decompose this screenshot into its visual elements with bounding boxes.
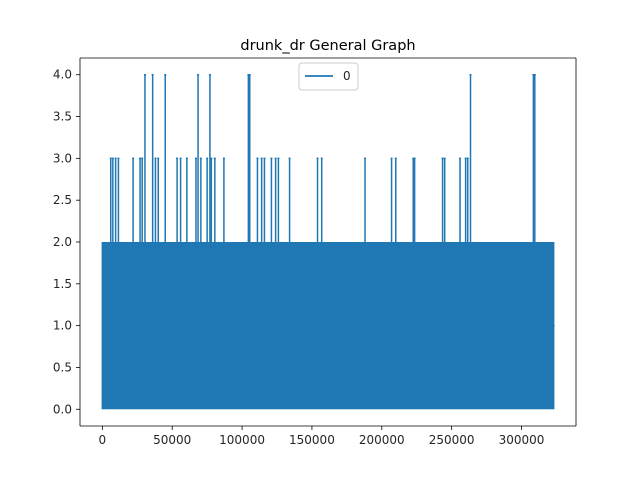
legend: 0 [298, 62, 359, 91]
x-tick-label: 100000 [219, 433, 265, 447]
legend-label: 0 [343, 69, 351, 83]
y-tick-label: 3.0 [53, 151, 72, 165]
y-tick-label: 0.0 [53, 402, 72, 416]
x-tick-label: 300000 [499, 433, 545, 447]
y-tick-label: 3.5 [53, 110, 72, 124]
x-tick-label: 200000 [359, 433, 405, 447]
x-tick-label: 250000 [429, 433, 475, 447]
y-tick-label: 2.5 [53, 193, 72, 207]
x-tick-label: 50000 [153, 433, 191, 447]
y-tick-label: 4.0 [53, 68, 72, 82]
plot-area [101, 73, 555, 410]
chart-title: drunk_dr General Graph [240, 38, 415, 54]
y-tick-label: 2.0 [53, 235, 72, 249]
x-tick-label: 0 [99, 433, 107, 447]
series-band-0 [102, 242, 554, 410]
y-tick-label: 1.5 [53, 277, 72, 291]
axes: 0 50000 100000 150000 200000 250000 300000 0.0 0… [53, 57, 577, 447]
y-tick-label: 1.0 [53, 319, 72, 333]
x-tick-label: 150000 [289, 433, 335, 447]
y-tick-label: 0.5 [53, 360, 72, 374]
